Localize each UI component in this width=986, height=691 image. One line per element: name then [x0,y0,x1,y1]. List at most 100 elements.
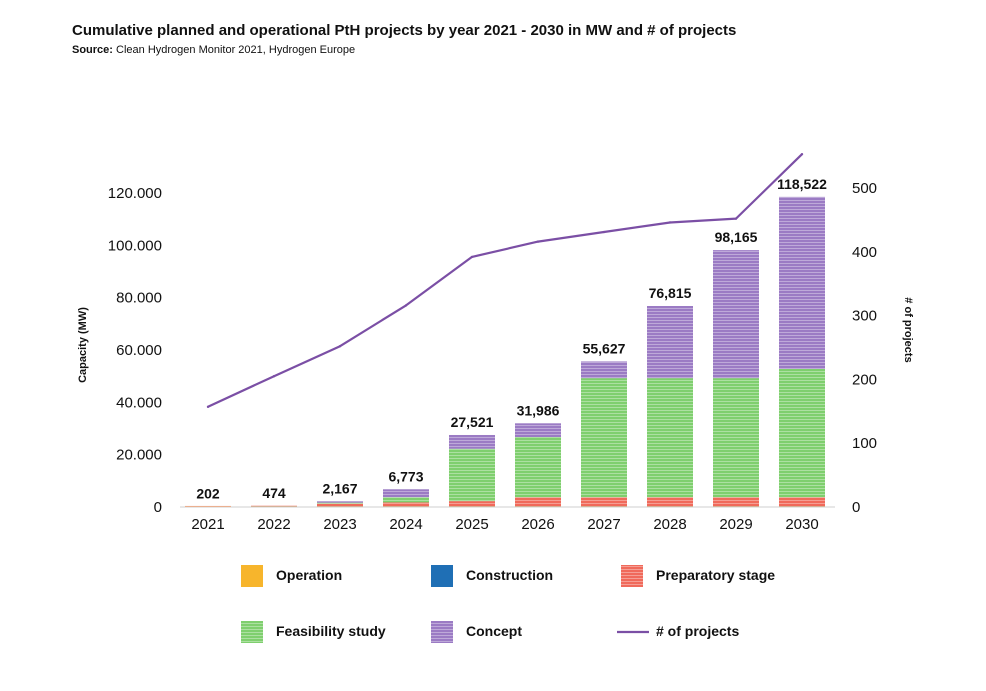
bar-segment-feasibility-study-2029 [713,378,759,498]
bar-segment-operation-2028 [647,506,693,507]
bar-total-label: 474 [262,485,286,501]
projects-point [272,375,276,378]
y-tick-label: 80.000 [116,290,162,307]
bar-total-label: 31,986 [517,402,560,418]
bar-segment-operation-2025 [449,506,495,507]
x-tick-label: 2022 [257,516,290,533]
bar-segment-feasibility-study-2030 [779,368,825,498]
legend-swatch [621,565,643,587]
legend-item-of-projects: # of projects [617,623,739,639]
bar-segment-concept-2028 [647,306,693,379]
bar-total-label: 27,521 [451,414,494,430]
bar-segment-preparatory-stage-2027 [581,497,627,507]
bar-segment-preparatory-stage-2029 [713,497,759,507]
bar-segment-feasibility-study-2026 [515,437,561,498]
y2-tick-label: 300 [852,308,877,325]
x-tick-label: 2021 [191,516,224,533]
y2-tick-label: 200 [852,371,877,388]
source-label: Source: [72,44,113,56]
projects-point [338,345,342,348]
x-tick-label: 2025 [455,516,488,533]
legend-item-preparatory-stage: Preparatory stage [621,565,775,587]
bar-segment-operation-2026 [515,506,561,507]
bar-segment-preparatory-stage-2026 [515,497,561,507]
projects-point [536,240,540,243]
bar-total-label: 6,773 [388,468,423,484]
bar-segment-operation-2030 [779,506,825,507]
y-axis-label: Capacity (MW) [77,307,89,383]
projects-line-layer [206,152,804,409]
bar-segment-preparatory-stage-2028 [647,497,693,507]
bar-segment-feasibility-study-2027 [581,378,627,498]
y2-tick-label: 100 [852,435,877,452]
bar-segment-concept-2025 [449,434,495,449]
bar-segment-operation-2022 [251,506,297,507]
legend-label: Feasibility study [276,623,386,639]
bar-total-label: 118,522 [777,176,827,192]
bar-total-label: 55,627 [583,340,626,356]
y-tick-label: 40.000 [116,394,162,411]
y-tick-label: 120.000 [108,185,162,202]
source-text: Clean Hydrogen Monitor 2021, Hydrogen Eu… [112,44,356,56]
y-tick-label: 100.000 [108,237,162,254]
x-axis: 2021 2022 2023 2024 2025 2026 2027 2028 2029 2030 [191,516,818,533]
legend-item-construction: Construction [431,565,553,587]
bar-segment-feasibility-study-2028 [647,378,693,498]
projects-point [404,304,408,307]
x-tick-label: 2023 [323,516,356,533]
bar-segment-preparatory-stage-2023 [317,503,363,507]
bar-segment-concept-2026 [515,423,561,438]
y2-tick-label: 500 [852,180,877,197]
projects-point [668,221,672,224]
chart-title: Cumulative planned and operational PtH p… [72,22,737,39]
legend-swatch [241,621,263,643]
bar-segment-preparatory-stage-2030 [779,497,825,507]
projects-line [207,153,803,408]
legend-swatch [431,621,453,643]
x-tick-label: 2029 [719,516,752,533]
y2-axis-label: # of projects [902,297,914,362]
bar-segment-feasibility-study-2025 [449,448,495,502]
projects-point [734,217,738,220]
x-tick-label: 2026 [521,516,554,533]
projects-point [800,152,804,156]
chart-source: Source: Clean Hydrogen Monitor 2021, Hyd… [72,44,355,56]
bar-segment-concept-2030 [779,196,825,369]
bar-total-label: 2,167 [322,480,357,496]
legend-swatch [431,565,453,587]
bar-segment-operation-2024 [383,506,429,507]
x-tick-label: 2028 [653,516,686,533]
bar-segment-preparatory-stage-2021 [185,505,231,507]
bar-segment-preparatory-stage-2022 [251,505,297,507]
legend-label: # of projects [656,623,739,639]
bar-segment-operation-2027 [581,506,627,507]
x-tick-label: 2027 [587,516,620,533]
x-tick-label: 2024 [389,516,422,533]
bar-segment-preparatory-stage-2024 [383,502,429,507]
legend-item-concept: Concept [431,621,522,643]
legend-label: Operation [276,567,342,583]
legend-swatch [241,565,263,587]
bar-segment-concept-2024 [383,489,429,498]
y2-tick-label: 0 [852,499,860,516]
legend-label: Preparatory stage [656,567,775,583]
bar-segment-concept-2027 [581,361,627,379]
bar-segment-feasibility-study-2024 [383,497,429,503]
legend: Operation Construction Preparatory stage Fe… [241,565,775,643]
bar-total-label: 98,165 [715,229,758,245]
bar-segment-concept-2029 [713,250,759,379]
projects-point [206,405,210,409]
legend-item-operation: Operation [241,565,342,587]
y2-tick-label: 400 [852,244,877,261]
data-labels: 202 474 2,167 6,773 27,521 31,986 55,627 76,815… [196,176,827,502]
y-tick-label: 60.000 [116,342,162,359]
bar-total-label: 202 [196,485,220,501]
bar-segment-feasibility-study-2023 [317,502,363,504]
bar-total-label: 76,815 [649,285,692,301]
projects-point [602,230,606,234]
y-tick-label: 20.000 [116,447,162,464]
y-axis-right: 0 100 200 300 400 500 [852,180,877,516]
y-tick-label: 0 [154,499,162,516]
bars [185,196,825,507]
